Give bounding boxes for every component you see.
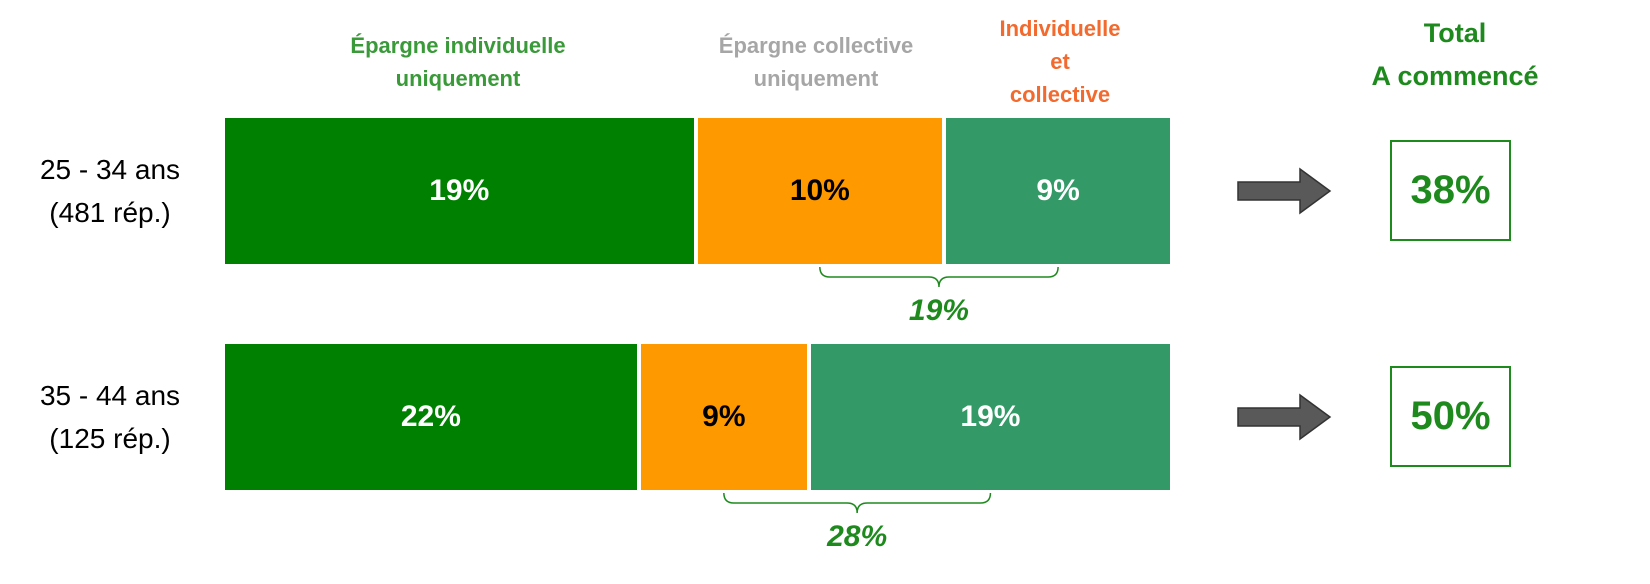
total-label: 50% xyxy=(1410,394,1491,438)
value-label: 22% xyxy=(400,400,461,433)
arrow xyxy=(1237,167,1332,215)
bar-segment: 9% xyxy=(640,344,807,490)
total-title: Total A commencé xyxy=(1371,12,1538,98)
total-title-line: Total xyxy=(1423,18,1487,48)
brace xyxy=(723,492,992,514)
brace-label: 28% xyxy=(827,520,888,553)
value-label: 19% xyxy=(429,174,490,207)
bar-segment: 22% xyxy=(225,344,637,490)
value-label: 9% xyxy=(1036,174,1080,207)
bar-segment: 10% xyxy=(697,118,943,264)
total-title-line: A commencé xyxy=(1371,61,1539,91)
legend-header: Épargne individuelle uniquement xyxy=(350,33,566,91)
brace xyxy=(819,266,1059,288)
bar-segment: 9% xyxy=(946,118,1170,264)
bar-segment: 19% xyxy=(225,118,694,264)
total-label: 38% xyxy=(1410,168,1491,212)
value-label: 9% xyxy=(702,400,746,433)
total-box: 50% xyxy=(1390,366,1511,467)
arrow xyxy=(1237,393,1332,441)
row-note: (481 rép.) xyxy=(49,197,171,228)
total-box: 38% xyxy=(1390,140,1511,241)
legend-header: Épargne collective uniquement xyxy=(718,33,914,91)
row-label: 25 - 34 ans xyxy=(39,154,181,185)
value-label: 19% xyxy=(960,400,1021,433)
row-note: (125 rép.) xyxy=(49,423,171,454)
brace-label: 19% xyxy=(908,294,969,327)
bar-segment: 19% xyxy=(810,344,1170,490)
value-label: 10% xyxy=(789,174,850,207)
legend-header: Individuelle et collective xyxy=(999,16,1121,107)
row-label: 35 - 44 ans xyxy=(39,380,181,411)
